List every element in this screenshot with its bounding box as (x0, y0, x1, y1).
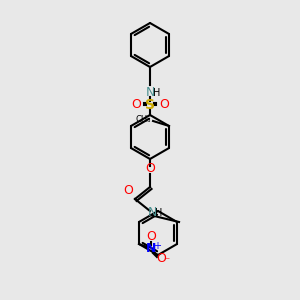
Text: ⁻: ⁻ (164, 256, 169, 266)
Text: O: O (156, 253, 166, 266)
Text: N: N (145, 86, 155, 100)
Text: H: H (155, 208, 163, 218)
Text: O: O (123, 184, 133, 197)
Text: O: O (146, 230, 156, 244)
Text: CH₃: CH₃ (136, 116, 151, 124)
Text: N: N (147, 206, 157, 220)
Text: O: O (131, 98, 141, 112)
Text: H: H (153, 88, 161, 98)
Text: O: O (145, 163, 155, 176)
Text: S: S (145, 98, 155, 112)
Text: +: + (153, 241, 161, 251)
Text: N: N (146, 242, 156, 256)
Text: O: O (159, 98, 169, 112)
